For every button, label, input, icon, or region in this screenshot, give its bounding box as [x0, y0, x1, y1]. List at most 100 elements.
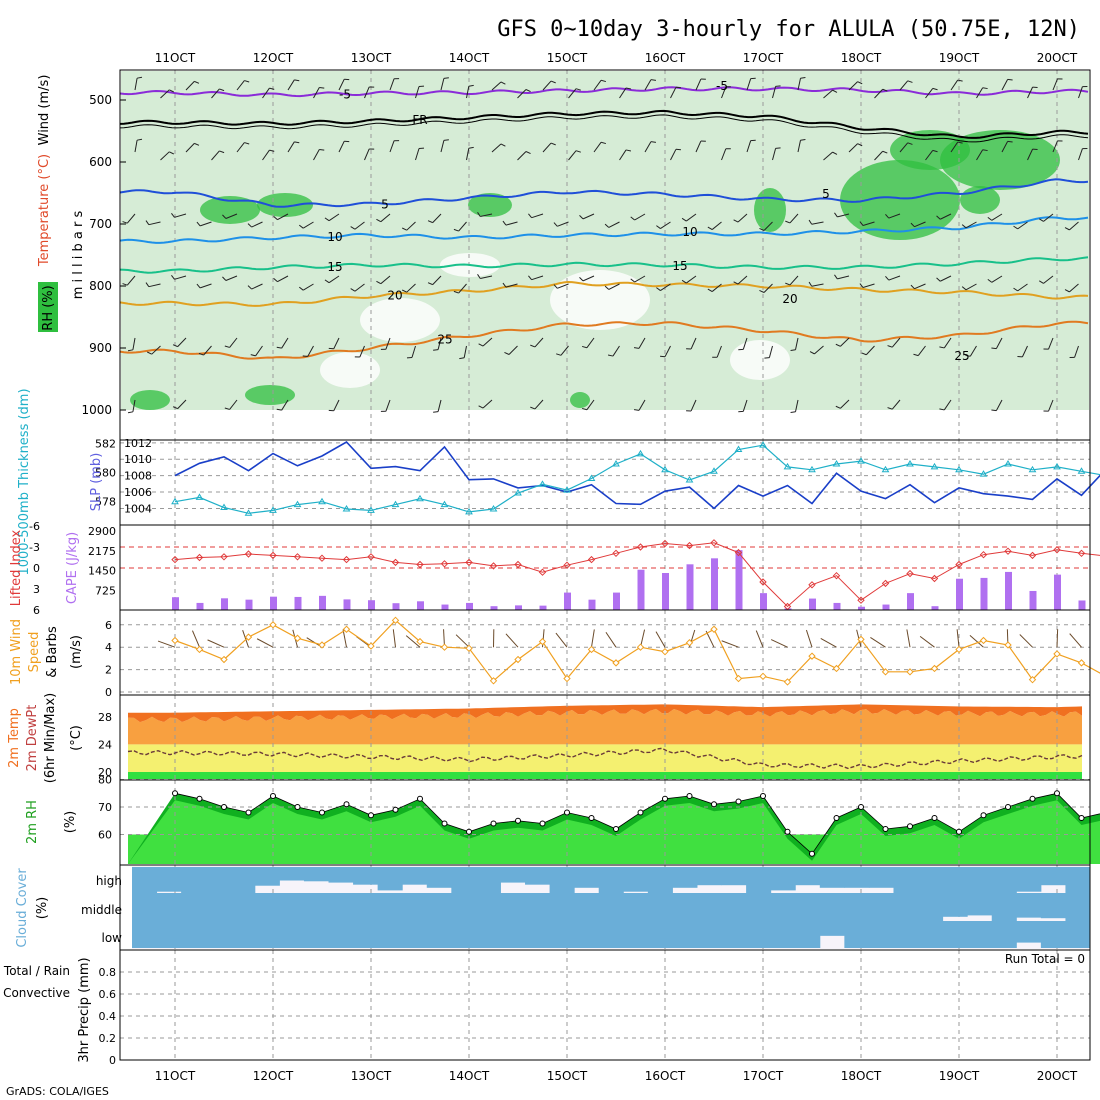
- x-tick-top-label: 14OCT: [449, 51, 490, 65]
- thickness-marker: [734, 445, 743, 452]
- slp-axis-label: SLP (mb): [89, 453, 104, 512]
- cloud-cover-bar: [1016, 921, 1042, 943]
- wind-barb-flag: [171, 275, 175, 280]
- wind-barb-flag: [775, 147, 781, 149]
- cloud-cover-bar: [353, 893, 379, 921]
- contour-label: -5: [339, 88, 351, 102]
- wind-barb-flag: [1038, 218, 1044, 222]
- wind-barb-flag: [982, 87, 988, 90]
- cloud-cover-bar: [1065, 867, 1091, 893]
- wind-barb: [277, 275, 289, 283]
- wind-barb-flag: [169, 151, 174, 155]
- wind-barb-flag: [650, 79, 657, 81]
- wind-barb-flag: [625, 149, 632, 152]
- temperature-contour: [119, 216, 1089, 244]
- thickness-marker: [563, 486, 571, 493]
- cape-bar: [319, 595, 326, 610]
- cloud-cover-bar: [377, 867, 403, 891]
- rh-marker: [564, 809, 570, 816]
- wind-barb: [415, 86, 420, 99]
- x-tick-bottom-label: 11OCT: [155, 1069, 196, 1083]
- wind-barb-flag: [1007, 140, 1013, 143]
- wind-barb-flag: [550, 142, 556, 146]
- contour-label: 15: [327, 260, 342, 274]
- wind-barb-flag: [276, 346, 282, 349]
- wind-barb: [840, 337, 850, 347]
- wind-barb: [995, 399, 1003, 411]
- wind-barb-flag: [468, 146, 474, 149]
- cloud-cover-bar: [1040, 921, 1066, 948]
- cloud-cover-bar: [819, 921, 845, 936]
- thickness-line: [174, 444, 1100, 514]
- rh-marker: [417, 795, 423, 802]
- thickness-tick-label: 578: [95, 496, 116, 509]
- cloud-cover-bar: [525, 921, 551, 948]
- wind-barb: [848, 81, 858, 91]
- thickness-marker: [318, 497, 326, 505]
- wind-barb: [160, 151, 170, 161]
- cloud-cover-bar: [967, 921, 993, 948]
- wind-speed-marker: [293, 634, 302, 642]
- wind-barb: [480, 275, 493, 279]
- wind-barb: [914, 283, 926, 290]
- cloud-cover-bar: [598, 893, 624, 921]
- wind-barb-flag: [600, 79, 607, 83]
- legend-wind-label: Wind (m/s): [37, 75, 52, 146]
- wind-barb-flag: [145, 220, 150, 225]
- cloud-cover-bar: [672, 893, 698, 921]
- rh-marker: [539, 820, 546, 827]
- wind-speed-marker: [783, 678, 792, 686]
- wind-barb-flag: [298, 224, 304, 229]
- cape-tick-label: 2900: [88, 525, 116, 538]
- wind-barb: [463, 345, 467, 358]
- wind-barb-flag: [656, 225, 661, 229]
- cloud-cover-bar: [230, 867, 256, 893]
- wind-barb-flag: [882, 88, 888, 92]
- cape-bar: [294, 596, 302, 610]
- cloud-cover-bar: [279, 867, 305, 881]
- wind-barb: [458, 221, 467, 232]
- wind-barb-flag: [147, 351, 152, 355]
- cloud-cover-bar: [402, 893, 428, 921]
- precip-tick-label: 0: [109, 1054, 116, 1067]
- cloud-cover-bar: [475, 921, 501, 948]
- wind-barb-flag: [575, 88, 581, 91]
- precip-tick-label: 0.8: [99, 966, 117, 979]
- wind-barb: [557, 283, 569, 289]
- wind-barb-flag: [294, 79, 300, 82]
- rh-marker: [343, 801, 350, 808]
- thickness-marker: [440, 500, 449, 508]
- wind-barb: [862, 221, 875, 226]
- wind-barb: [1001, 141, 1009, 153]
- surface-wind-barb: [1019, 634, 1033, 648]
- wind-speed-marker: [563, 674, 571, 683]
- cloud-cover-bar: [721, 893, 747, 921]
- rh-marker: [245, 809, 252, 816]
- wind-barb: [690, 399, 697, 412]
- cloud-cover-bar: [746, 921, 772, 948]
- rh-marker: [882, 826, 889, 832]
- cape-bar: [882, 604, 890, 610]
- wind-barb-flag: [790, 411, 796, 414]
- thickness-marker: [808, 465, 816, 473]
- wind-barb: [236, 80, 245, 91]
- wind-speed-marker: [514, 655, 522, 664]
- wind-barb-flag: [733, 219, 739, 223]
- cloud-cover-bar: [475, 893, 501, 921]
- wind-barb: [177, 399, 187, 409]
- wind-barb: [711, 221, 722, 230]
- wind-barb: [211, 88, 220, 99]
- x-tick-bottom-label: 13OCT: [351, 1069, 392, 1083]
- wind-barb-flag: [350, 288, 356, 292]
- wind-barb: [746, 140, 752, 153]
- temperature-contour: [119, 86, 1089, 98]
- wind-barb-flag: [376, 280, 382, 285]
- cloud-cover-bar: [279, 921, 305, 948]
- lifted-index-marker: [563, 561, 571, 569]
- thickness-marker: [391, 500, 400, 508]
- wind-barb: [557, 221, 569, 227]
- wind-barb: [385, 337, 391, 350]
- wind-barb: [660, 221, 671, 229]
- wind-barb-flag: [478, 405, 484, 409]
- wind-barb-flag: [832, 89, 838, 93]
